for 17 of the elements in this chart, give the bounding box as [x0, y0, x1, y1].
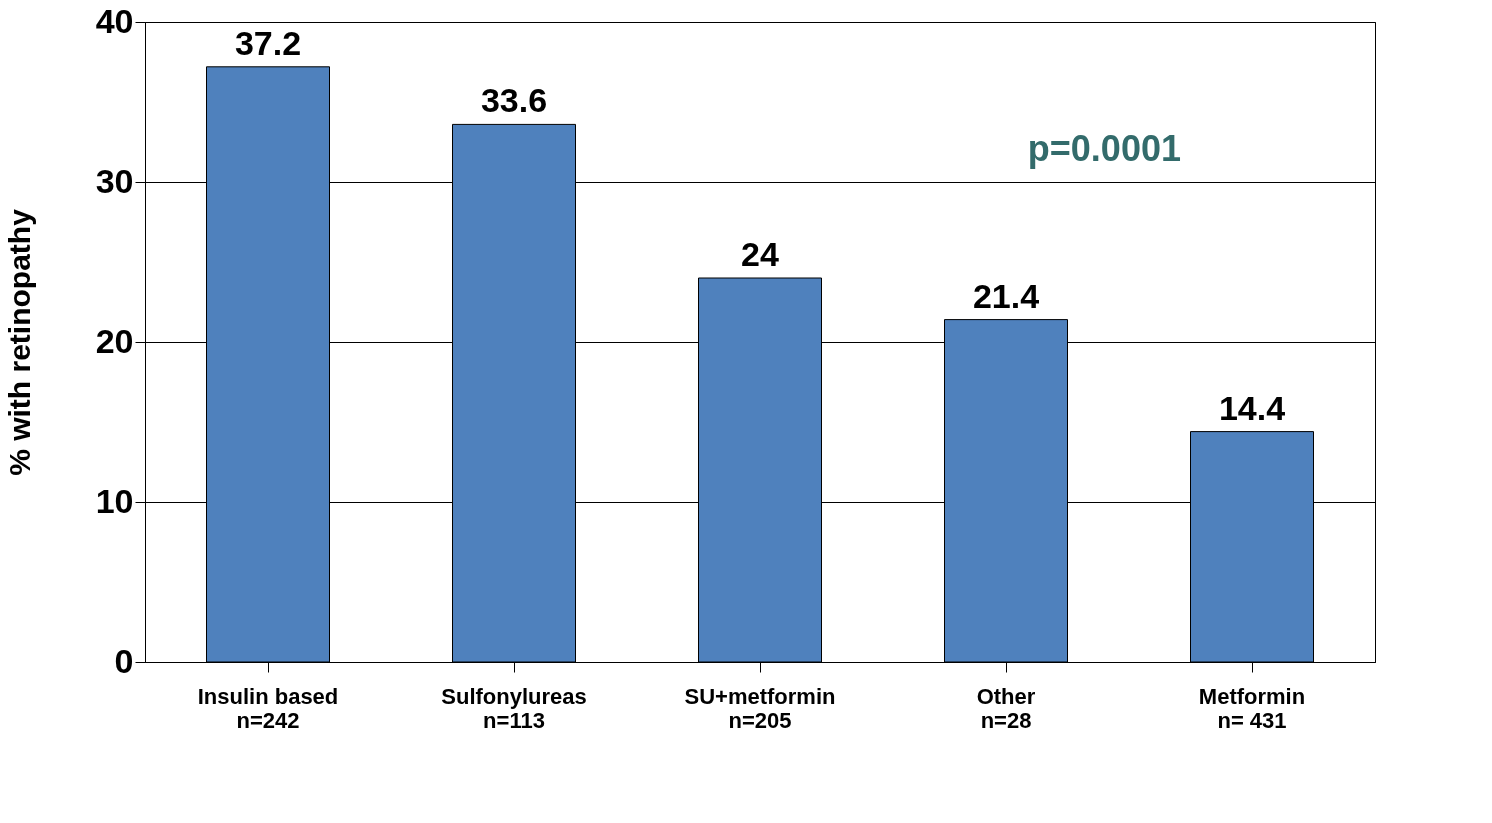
x-tick-label: SU+metformin n=205: [684, 683, 836, 733]
y-tick-label: 30: [95, 161, 134, 200]
x-tick-label: Metformin n= 431: [1198, 683, 1306, 733]
data-label: 21.4: [972, 276, 1040, 315]
y-tick-label: 0: [114, 641, 134, 680]
x-tick-label: Insulin based n=242: [197, 683, 339, 733]
y-tick-label: 40: [95, 1, 134, 40]
data-label: 33.6: [480, 81, 548, 120]
data-label: 37.2: [234, 23, 302, 62]
y-tick-label: 10: [95, 481, 134, 520]
x-tick-label: Sulfonylureas n=113: [441, 683, 587, 733]
x-tick-label: Other n=28: [976, 683, 1036, 733]
data-label: 14.4: [1218, 388, 1286, 427]
y-tick-label: 20: [95, 321, 134, 360]
data-label: 24: [741, 235, 779, 273]
y-axis-title: % with retinopathy: [2, 208, 36, 476]
annotation: p=0.0001: [1027, 128, 1181, 169]
